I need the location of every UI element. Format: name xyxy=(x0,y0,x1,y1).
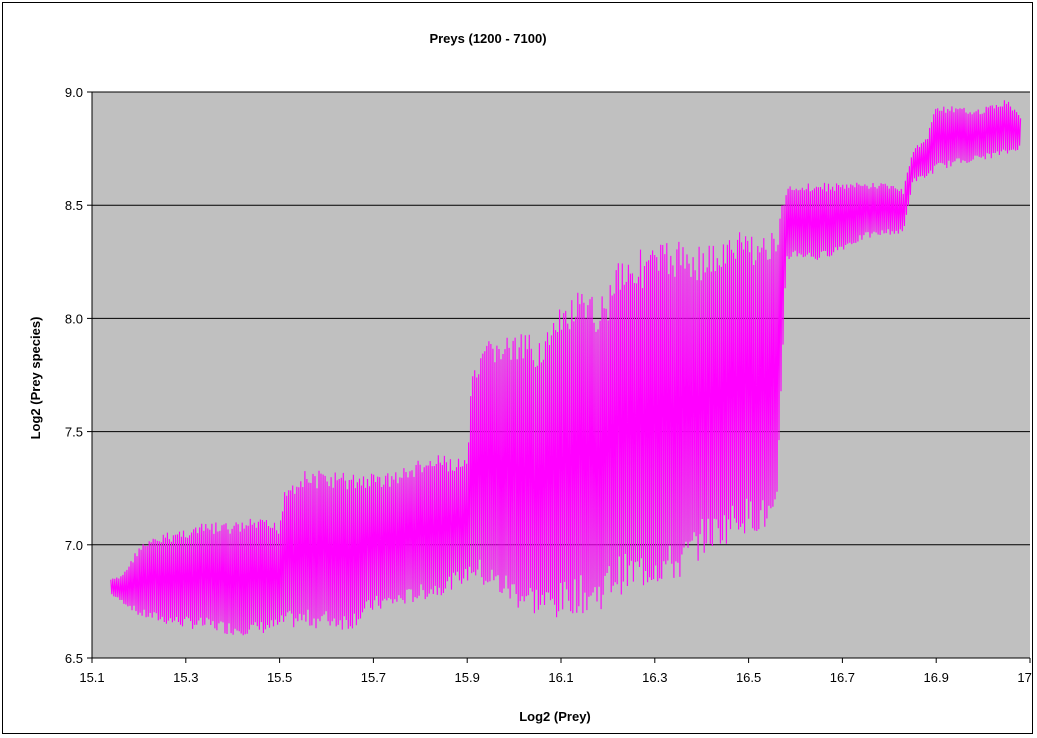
x-tick-label: 15.7 xyxy=(361,670,386,685)
x-tick-label: 16.5 xyxy=(736,670,761,685)
x-tick-label: 16.9 xyxy=(924,670,949,685)
y-tick-label: 7.0 xyxy=(65,538,83,553)
chart-title: Preys (1200 - 7100) xyxy=(429,31,546,46)
x-tick-label: 15.9 xyxy=(455,670,480,685)
y-tick-label: 9.0 xyxy=(65,85,83,100)
y-tick-label: 7.5 xyxy=(65,425,83,440)
x-tick-label: 15.1 xyxy=(79,670,104,685)
y-tick-label: 8.0 xyxy=(65,311,83,326)
x-tick-label: 15.3 xyxy=(173,670,198,685)
x-tick-label: 16.7 xyxy=(830,670,855,685)
line-chart: Preys (1200 - 7100) 6.5 7.0 7.5 8.0 8.5 9.0 15… xyxy=(28,31,1037,724)
x-tick-label: 17.1 xyxy=(1017,670,1032,685)
x-tick-label: 15.5 xyxy=(267,670,292,685)
x-tick-label: 16.1 xyxy=(548,670,573,685)
y-axis-title: Log2 (Prey species) xyxy=(28,317,43,440)
plot-area xyxy=(92,91,1030,659)
y-tick-label: 8.5 xyxy=(65,198,83,213)
y-tick-label: 6.5 xyxy=(65,651,83,666)
x-axis-title: Log2 (Prey) xyxy=(519,709,591,724)
x-tick-label: 16.3 xyxy=(642,670,667,685)
axes: 6.5 7.0 7.5 8.0 8.5 9.0 15.1 15.3 15.5 15.7 15.9 16… xyxy=(65,85,1037,685)
series-line xyxy=(110,100,1022,636)
